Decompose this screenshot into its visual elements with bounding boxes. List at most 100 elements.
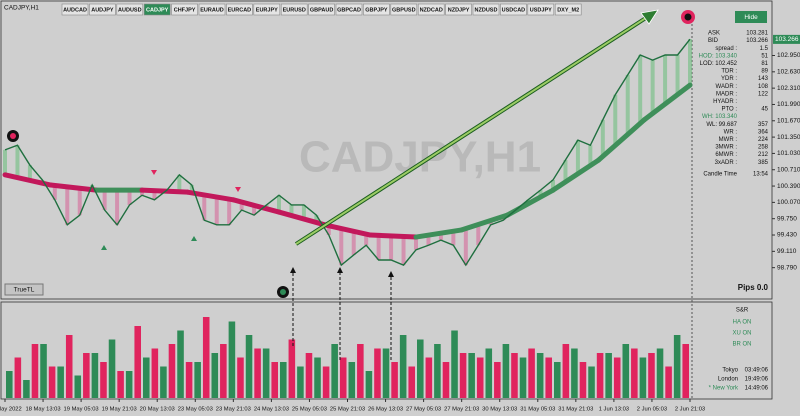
toolbar-button-box[interactable] [308,3,335,16]
y-tick-label: 101.990 [777,101,800,108]
volume-bar [40,344,47,398]
info-value: 385 [758,160,769,166]
toolbar-button-label[interactable]: USDJPY [530,7,552,13]
toolbar-button-label[interactable]: NZDCAD [420,7,443,13]
toolbar-button-box[interactable] [363,3,390,16]
toolbar-button-box[interactable] [554,3,582,16]
toolbar-button-box[interactable] [253,3,281,16]
toolbar-button[interactable]: AUDUSD [116,3,144,16]
toolbar-button-label[interactable]: DXY_M2 [557,7,579,13]
toolbar-button-box[interactable] [171,3,198,16]
indicator-panel: S&R HA ON XU ON BR ON Tokyo 03:49:06 London 19… [709,308,769,392]
toolbar-button-box[interactable] [116,3,144,16]
toolbar-button[interactable]: GBPAUD [308,3,335,16]
toolbar-button-label[interactable]: USDCAD [502,7,526,13]
volume-bar [408,366,415,398]
info-label: WR : [724,129,738,135]
toolbar-button-box[interactable] [226,3,253,16]
volume-bar [134,326,141,398]
toolbar-button-box[interactable] [527,3,555,16]
toolbar-button-label[interactable]: GBPCAD [337,7,361,13]
toolbar-button[interactable]: GBPJPY [363,3,390,16]
volume-bar [14,357,22,398]
toolbar-button[interactable]: EURAUD [198,3,226,16]
toolbar-button[interactable]: AUDCAD [61,3,89,16]
trendline-button[interactable] [4,283,44,296]
toolbar-button[interactable]: CHFJPY [171,3,198,16]
toolbar-button-label[interactable]: GBPUSD [392,7,416,13]
toolbar-button-box[interactable] [390,3,418,16]
volume-bar [648,353,655,398]
toolbar-button-box[interactable] [472,3,500,16]
x-tick-label: 25 May 21:03 [330,407,365,413]
volume-bar [528,348,535,398]
y-tick-label: 102.310 [777,85,800,92]
toolbar-button-label[interactable]: EURJPY [256,7,278,13]
volume-bar [485,348,493,398]
info-value: 81 [761,61,768,67]
toolbar-button[interactable]: EURJPY [253,3,281,16]
toolbar-button-box[interactable] [445,3,472,16]
x-tick-label: 31 May 05:03 [520,407,555,413]
toggle-label[interactable]: BR ON [732,342,751,348]
toolbar-button-label[interactable]: NZDJPY [448,7,470,13]
info-value: 89 [761,69,768,75]
toggle-label[interactable]: HA ON [733,320,752,326]
toolbar-button[interactable]: USDCAD [500,3,527,16]
hide-button[interactable] [735,11,767,23]
toolbar-button-box[interactable] [89,3,116,16]
toolbar-button-box[interactable] [335,3,363,16]
x-tick-label: 24 May 13:03 [254,407,289,413]
toolbar-button-label[interactable]: CHFJPY [174,7,196,13]
toolbar-button[interactable]: NZDUSD [472,3,500,16]
toolbar-button-label[interactable]: EURAUD [200,7,224,13]
info-value: 357 [758,122,769,128]
toolbar-button-label[interactable]: AUDUSD [118,7,142,13]
toolbar-button[interactable]: GBPCAD [335,3,363,16]
y-tick-label: 102.630 [777,69,800,76]
signal-icon [684,13,692,21]
toolbar-button[interactable]: CADJPY [143,3,171,16]
toolbar-button-box[interactable] [143,3,171,16]
toolbar-button[interactable]: USDJPY [527,3,555,16]
toolbar-button[interactable]: EURCAD [226,3,253,16]
y-tick-label: 101.350 [777,134,800,141]
volume-bar [519,357,527,398]
volume-bar [639,357,647,398]
x-tick-label: 30 May 13:03 [482,407,517,413]
toolbar-button-box[interactable] [417,3,445,16]
toolbar-button-box[interactable] [500,3,527,16]
volume-bar [160,366,167,398]
toolbar-button[interactable]: GBPUSD [390,3,418,16]
moving-average-segment [48,182,99,193]
volume-bar [631,348,638,398]
trendline-label[interactable]: TrueTL [14,287,35,294]
toolbar-button[interactable]: AUDJPY [89,3,116,16]
volume-bar [125,371,133,398]
toggle-label[interactable]: XU ON [732,331,751,337]
toolbar-button-label[interactable]: AUDJPY [91,7,114,13]
y-tick-label: 100.710 [777,166,800,173]
toolbar-button-box[interactable] [280,3,308,16]
volume-bar [511,353,518,398]
toolbar-button[interactable]: DXY_M2 [554,3,582,16]
volume-bar [596,353,604,398]
volume-bar [185,362,193,398]
toolbar-button-label[interactable]: GBPAUD [310,7,333,13]
moving-average-segment [2,172,54,188]
toolbar-button-label[interactable]: AUDCAD [63,7,87,13]
toolbar-button[interactable]: EURUSD [280,3,308,16]
toolbar-button-label[interactable]: EURUSD [283,7,306,13]
x-tick-label: 20 May 13:03 [140,407,175,413]
toolbar-button[interactable]: NZDJPY [445,3,472,16]
info-value: 103.281 [746,31,768,37]
toolbar-button[interactable]: NZDCAD [417,3,445,16]
toolbar-button-label[interactable]: GBPJPY [365,7,388,13]
toolbar-button-label[interactable]: CADJPY [146,7,169,13]
info-label: MADR : [716,91,737,97]
hide-label[interactable]: Hide [744,14,758,21]
toolbar-button-box[interactable] [198,3,226,16]
toolbar-button-box[interactable] [61,3,89,16]
toolbar-button-label[interactable]: NZDUSD [475,7,498,13]
toolbar-button-label[interactable]: EURCAD [228,7,252,13]
